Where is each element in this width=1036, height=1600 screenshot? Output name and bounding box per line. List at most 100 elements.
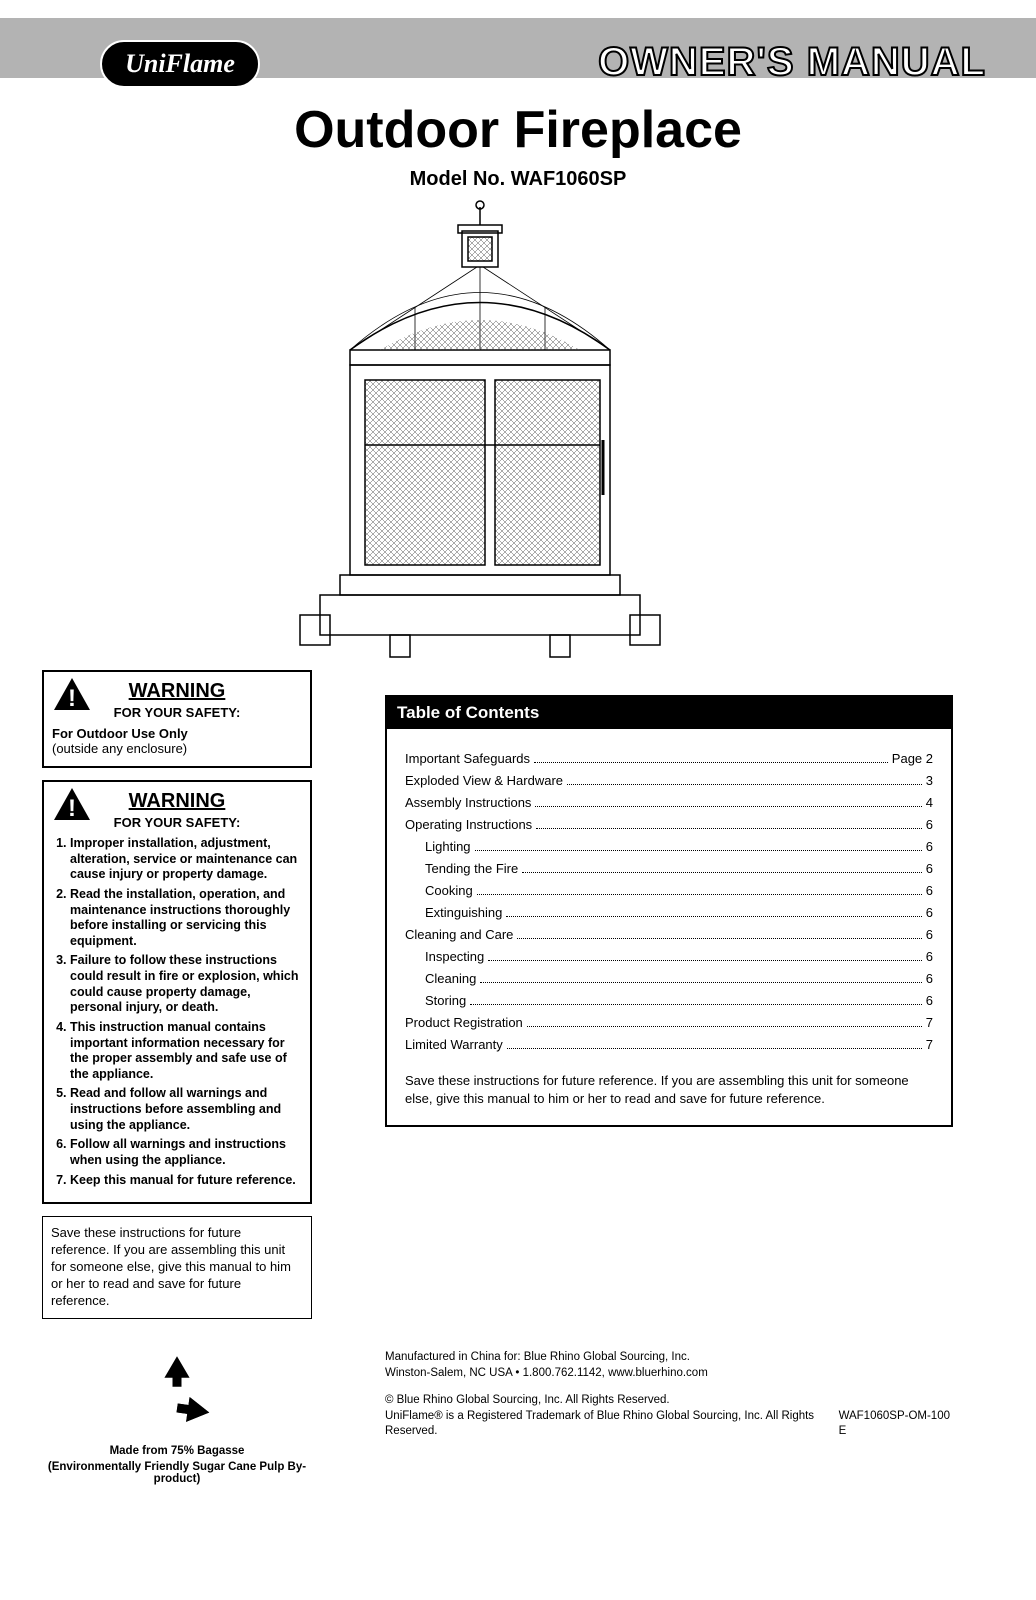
toc-label: Assembly Instructions — [405, 795, 531, 810]
toc-page: 6 — [926, 861, 933, 876]
toc-page: 6 — [926, 993, 933, 1008]
toc-label: Tending the Fire — [425, 861, 518, 876]
toc-page: 6 — [926, 905, 933, 920]
toc-page: 3 — [926, 773, 933, 788]
product-title: Outdoor Fireplace — [0, 100, 1036, 160]
toc-page: 4 — [926, 795, 933, 810]
model-number: Model No. WAF1060SP — [0, 168, 1036, 191]
toc-label: Important Safeguards — [405, 751, 530, 766]
toc-title-bar: Table of Contents — [387, 697, 951, 729]
warning-title: WARNING — [129, 680, 226, 703]
footer-mfg2: Winston-Salem, NC USA • 1.800.762.1142, … — [385, 1366, 953, 1382]
recycle-line1: Made from 75% Bagasse — [42, 1445, 312, 1457]
recycle-icon — [132, 1349, 222, 1439]
warning-icon: ! — [52, 786, 92, 822]
warning-list-item: Read and follow all warnings and instruc… — [70, 1086, 302, 1133]
toc-dots — [506, 916, 921, 917]
warning-text: (outside any enclosure) — [52, 741, 187, 756]
toc-row: Exploded View & Hardware 3 — [405, 773, 933, 788]
warning-text: For Outdoor Use Only — [52, 726, 188, 741]
toc-label: Cooking — [425, 883, 473, 898]
toc-label: Cleaning — [425, 971, 476, 986]
toc-label: Operating Instructions — [405, 817, 532, 832]
toc-dots — [534, 762, 888, 763]
toc-row: Operating Instructions 6 — [405, 817, 933, 832]
warning-list-item: Keep this manual for future reference. — [70, 1173, 302, 1189]
toc-body: Important Safeguards Page 2 Exploded View … — [387, 729, 951, 1125]
toc-row: Extinguishing 6 — [405, 905, 933, 920]
toc-row: Tending the Fire 6 — [405, 861, 933, 876]
warning-title: WARNING — [129, 790, 226, 813]
svg-text:!: ! — [68, 795, 76, 822]
toc-dots — [475, 850, 922, 851]
warning-list-item: Follow all warnings and instructions whe… — [70, 1137, 302, 1168]
warning-icon: ! — [52, 676, 92, 712]
toc-page: 6 — [926, 927, 933, 942]
toc-dots — [527, 1026, 922, 1027]
svg-text:!: ! — [68, 685, 76, 712]
toc-box: Table of Contents Important Safeguards Pa… — [385, 695, 953, 1127]
footer-copy2: UniFlame® is a Registered Trademark of B… — [385, 1409, 839, 1440]
header-band: UniFlame OWNER'S MANUAL — [0, 18, 1036, 78]
toc-row: Inspecting 6 — [405, 949, 933, 964]
left-column: ! WARNING FOR YOUR SAFETY: For Outdoor U… — [42, 670, 312, 1485]
toc-row: Important Safeguards Page 2 — [405, 751, 933, 766]
toc-page: 6 — [926, 817, 933, 832]
toc-dots — [507, 1048, 922, 1049]
toc-dots — [536, 828, 922, 829]
toc-label: Inspecting — [425, 949, 484, 964]
warning-subtitle: FOR YOUR SAFETY: — [114, 705, 241, 720]
toc-row: Cleaning and Care 6 — [405, 927, 933, 942]
brand-logo: UniFlame — [100, 40, 260, 88]
toc-row: Cooking 6 — [405, 883, 933, 898]
footer-block: Manufactured in China for: Blue Rhino Gl… — [385, 1350, 953, 1440]
footer-mfg1: Manufactured in China for: Blue Rhino Gl… — [385, 1350, 953, 1366]
warning-list: Improper installation, adjustment, alter… — [52, 836, 302, 1188]
toc-dots — [477, 894, 922, 895]
toc-label: Storing — [425, 993, 466, 1008]
toc-label: Product Registration — [405, 1015, 523, 1030]
toc-page: 7 — [926, 1037, 933, 1052]
recycle-line2: (Environmentally Friendly Sugar Cane Pul… — [42, 1461, 312, 1485]
toc-page: 6 — [926, 949, 933, 964]
toc-label: Extinguishing — [425, 905, 502, 920]
warning-box-2: ! WARNING FOR YOUR SAFETY: Improper inst… — [42, 780, 312, 1204]
warning-list-item: Read the installation, operation, and ma… — [70, 887, 302, 950]
toc-save-note: Save these instructions for future refer… — [405, 1072, 933, 1107]
brand-logo-text: UniFlame — [125, 49, 235, 79]
toc-row: Cleaning 6 — [405, 971, 933, 986]
toc-dots — [567, 784, 922, 785]
toc-dots — [470, 1004, 922, 1005]
toc-dots — [522, 872, 922, 873]
toc-dots — [488, 960, 922, 961]
toc-row: Assembly Instructions 4 — [405, 795, 933, 810]
toc-row: Limited Warranty 7 — [405, 1037, 933, 1052]
recycle-block: Made from 75% Bagasse (Environmentally F… — [42, 1349, 312, 1485]
toc-page: 7 — [926, 1015, 933, 1030]
toc-row: Lighting 6 — [405, 839, 933, 854]
toc-row: Storing 6 — [405, 993, 933, 1008]
product-illustration — [280, 195, 680, 665]
toc-page: Page 2 — [892, 751, 933, 766]
warning-subtitle: FOR YOUR SAFETY: — [114, 815, 241, 830]
toc-label: Lighting — [425, 839, 471, 854]
warning-box-1: ! WARNING FOR YOUR SAFETY: For Outdoor U… — [42, 670, 312, 768]
toc-row: Product Registration 7 — [405, 1015, 933, 1030]
toc-dots — [517, 938, 921, 939]
toc-label: Cleaning and Care — [405, 927, 513, 942]
header-title: OWNER'S MANUAL — [598, 40, 986, 85]
title-block: Outdoor Fireplace Model No. WAF1060SP — [0, 100, 1036, 191]
toc-page: 6 — [926, 971, 933, 986]
toc-dots — [535, 806, 921, 807]
toc-label: Exploded View & Hardware — [405, 773, 563, 788]
toc-dots — [480, 982, 921, 983]
warning-list-item: Failure to follow these instructions cou… — [70, 953, 302, 1016]
footer-doc-id: WAF1060SP-OM-100 E — [839, 1409, 953, 1440]
toc-page: 6 — [926, 839, 933, 854]
toc-label: Limited Warranty — [405, 1037, 503, 1052]
save-instructions-box: Save these instructions for future refer… — [42, 1216, 312, 1318]
warning-list-item: Improper installation, adjustment, alter… — [70, 836, 302, 883]
right-column: Table of Contents Important Safeguards Pa… — [385, 695, 953, 1127]
toc-page: 6 — [926, 883, 933, 898]
footer-copy1: © Blue Rhino Global Sourcing, Inc. All R… — [385, 1393, 953, 1409]
